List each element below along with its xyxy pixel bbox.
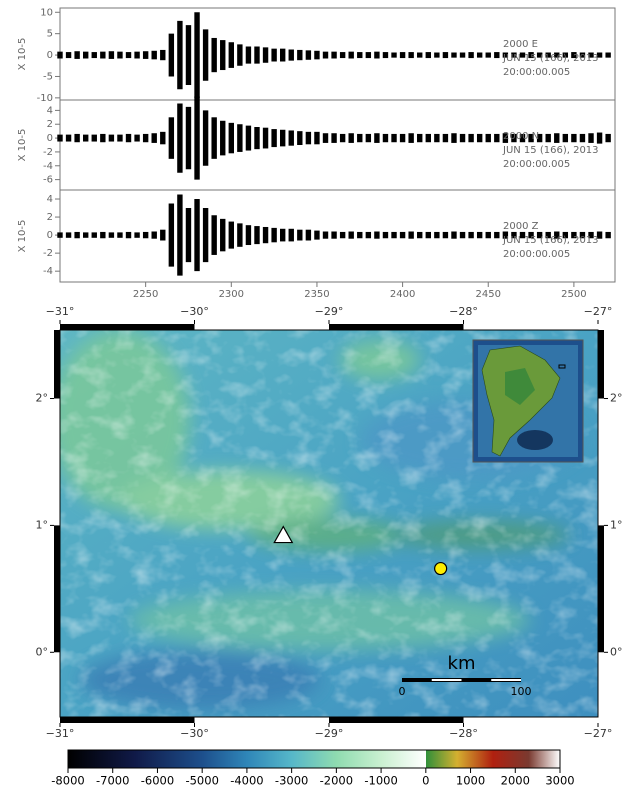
y-tick-label: 5 <box>47 29 53 40</box>
x-tick-label: 3000 <box>545 774 574 788</box>
x-tick-label: 2450 <box>476 289 501 300</box>
x-tick-label: 2250 <box>133 289 158 300</box>
frame-band <box>60 717 195 723</box>
y-tick-label: 1° <box>36 518 49 531</box>
x-tick-label: -8000 <box>51 774 84 788</box>
y-tick-label: -2 <box>43 248 53 259</box>
y-tick-label: 1° <box>610 518 623 531</box>
trace-annotation: JUN 15 (166), 2013 <box>502 235 599 246</box>
scale-bar-label: km <box>448 653 476 674</box>
y-tick-label: 4 <box>47 105 53 116</box>
y-tick-label: 2 <box>47 119 53 130</box>
trace-annotation: 20:00:00.005 <box>503 249 570 260</box>
x-tick-label: -2000 <box>320 774 353 788</box>
event-marker <box>435 563 447 575</box>
x-tick-label: -3000 <box>275 774 308 788</box>
trace-annotation: 2000 N <box>503 131 539 142</box>
x-tick-label: 2350 <box>304 289 329 300</box>
seismogram-panel: -4 -2 0 2 4 X 10-5 2000 Z JUN 15 (166), 2013 20:… <box>17 190 615 300</box>
x-tick-label: 1000 <box>456 774 485 788</box>
trace-annotation: 2000 Z <box>503 221 539 232</box>
scale-bar <box>432 679 462 681</box>
y-tick-label: -5 <box>43 71 53 82</box>
x-tick-label: 2300 <box>219 289 244 300</box>
colorbar <box>68 750 560 768</box>
y-tick-label: 0 <box>47 50 53 61</box>
x-tick-label: −27° <box>584 727 613 740</box>
trace-annotation: 20:00:00.005 <box>503 159 570 170</box>
x-tick-label: -1000 <box>364 774 397 788</box>
scale-bar <box>491 679 521 681</box>
seismogram-panel: -10 -5 0 5 10 X 10-5 2000 E JUN 15 (166), 2013 2… <box>17 7 615 104</box>
scale-bar-tick: 100 <box>511 685 532 698</box>
x-tick-label: 0 <box>422 774 429 788</box>
y-tick-label: 0° <box>36 645 49 658</box>
y-tick-label: -10 <box>37 93 53 104</box>
trace-annotation: 20:00:00.005 <box>503 67 570 78</box>
x-tick-label: −31° <box>46 727 75 740</box>
frame-band <box>60 324 195 330</box>
y-tick-label: -4 <box>43 266 53 277</box>
trace-annotation: JUN 15 (166), 2013 <box>502 145 599 156</box>
x-tick-label: −28° <box>449 305 478 318</box>
y-tick-label: -2 <box>43 147 53 158</box>
frame-band <box>54 330 60 399</box>
x-tick-label: 2000 <box>501 774 530 788</box>
y-tick-label: -6 <box>43 175 53 186</box>
x-tick-label: 2400 <box>390 289 415 300</box>
trace-annotation: 2000 E <box>503 39 538 50</box>
x-tick-label: 2500 <box>561 289 586 300</box>
frame-band <box>598 525 604 652</box>
y-tick-label: 0 <box>47 133 53 144</box>
x-tick-label: -7000 <box>96 774 129 788</box>
trace-annotation: JUN 15 (166), 2013 <box>502 53 599 64</box>
x-tick-label: −30° <box>180 727 209 740</box>
x-tick-label: -5000 <box>185 774 218 788</box>
x-tick-label: −27° <box>584 305 613 318</box>
x-tick-label: −30° <box>180 305 209 318</box>
y-tick-label: 0 <box>47 230 53 241</box>
y-tick-label: 2° <box>610 392 623 405</box>
y-axis-label: X 10-5 <box>17 38 28 71</box>
y-tick-label: 10 <box>40 7 53 18</box>
y-tick-label: 0° <box>610 645 623 658</box>
x-tick-label: −29° <box>315 727 344 740</box>
y-axis-label: X 10-5 <box>17 129 28 162</box>
y-axis-label: X 10-5 <box>17 220 28 253</box>
x-tick-label: −29° <box>315 305 344 318</box>
inset-map <box>473 340 583 462</box>
frame-band <box>329 717 464 723</box>
figure: -10 -5 0 5 10 X 10-5 2000 E JUN 15 (166), 2013 2… <box>0 0 627 790</box>
x-tick-label: -4000 <box>230 774 263 788</box>
frame-band <box>329 324 464 330</box>
y-tick-label: 2 <box>47 212 53 223</box>
x-tick-label: −31° <box>46 305 75 318</box>
y-tick-label: 2° <box>36 392 49 405</box>
frame-band <box>54 525 60 652</box>
page: -10 -5 0 5 10 X 10-5 2000 E JUN 15 (166), 2013 2… <box>0 0 627 790</box>
y-tick-label: -4 <box>43 161 53 172</box>
scale-bar-tick: 0 <box>399 685 406 698</box>
seismogram-panel: -6 -4 -2 0 2 4 X 10-5 2000 N JUN 15 (166), 2013 2… <box>17 97 615 190</box>
y-tick-label: 4 <box>47 194 53 205</box>
frame-band <box>598 330 604 399</box>
x-tick-label: −28° <box>449 727 478 740</box>
x-tick-label: -6000 <box>141 774 174 788</box>
